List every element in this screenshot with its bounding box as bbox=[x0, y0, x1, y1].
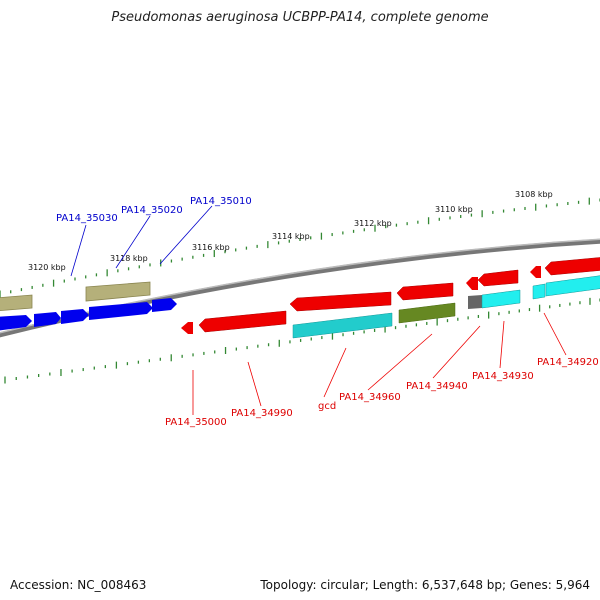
top-tick-marks bbox=[0, 197, 600, 298]
gene-cyan-34930 bbox=[481, 289, 521, 309]
gene-blue-1 bbox=[0, 315, 32, 331]
gene-blue-5 bbox=[152, 298, 177, 312]
scale-label-3118: 3118 kbp bbox=[110, 254, 148, 263]
gene-olive-left bbox=[0, 294, 33, 311]
gene-cyan-small bbox=[532, 283, 546, 300]
scale-label-3114: 3114 kbp bbox=[272, 232, 310, 241]
gene-red-34960 bbox=[396, 282, 454, 301]
bottom-leader-lines bbox=[192, 312, 567, 415]
scale-label-3116: 3116 kbp bbox=[192, 243, 230, 252]
gene-red-34990 bbox=[198, 310, 287, 333]
scale-label-3120: 3120 kbp bbox=[28, 263, 66, 272]
gene-label-PA14_35000: PA14_35000 bbox=[165, 417, 227, 428]
gene-blue-2 bbox=[34, 312, 61, 327]
scale-label-3112: 3112 kbp bbox=[354, 219, 392, 228]
top-strand-genes bbox=[0, 257, 600, 339]
gene-blue-4 bbox=[89, 302, 153, 320]
gene-label-PA14_34960: PA14_34960 bbox=[339, 392, 401, 403]
gene-red-35000 bbox=[181, 322, 193, 334]
gene-grey-34940 bbox=[468, 295, 482, 309]
scale-label-3108: 3108 kbp bbox=[515, 190, 553, 199]
map-title: Pseudomonas aeruginosa UCBPP-PA14, compl… bbox=[111, 10, 489, 25]
gene-olive-35020 bbox=[85, 281, 151, 302]
gene-red-small-1 bbox=[466, 277, 478, 290]
gene-cyan-gcd bbox=[292, 312, 393, 339]
gene-label-PA14_34940: PA14_34940 bbox=[406, 381, 468, 392]
gene-green-34960 bbox=[398, 302, 456, 324]
gene-label-gcd: gcd bbox=[318, 401, 336, 412]
gene-red-34930 bbox=[477, 269, 519, 287]
gene-label-PA14_34920: PA14_34920 bbox=[537, 357, 599, 368]
topology-summary: Topology: circular; Length: 6,537,648 bp… bbox=[260, 578, 590, 592]
gene-blue-3 bbox=[61, 309, 89, 324]
gene-label-PA14_35010: PA14_35010 bbox=[190, 196, 252, 207]
scale-label-3110: 3110 kbp bbox=[435, 205, 473, 214]
gene-label-PA14_35030: PA14_35030 bbox=[56, 213, 118, 224]
gene-label-PA14_35020: PA14_35020 bbox=[121, 205, 183, 216]
gene-label-PA14_34930: PA14_34930 bbox=[472, 371, 534, 382]
gene-label-PA14_34990: PA14_34990 bbox=[231, 408, 293, 419]
gene-red-34920 bbox=[544, 257, 600, 276]
top-leader-lines bbox=[70, 205, 213, 277]
accession-text: Accession: NC_008463 bbox=[10, 578, 147, 592]
gene-red-small-2 bbox=[530, 266, 541, 278]
gene-red-gcd bbox=[289, 291, 392, 312]
gene-cyan-34920 bbox=[545, 275, 600, 297]
